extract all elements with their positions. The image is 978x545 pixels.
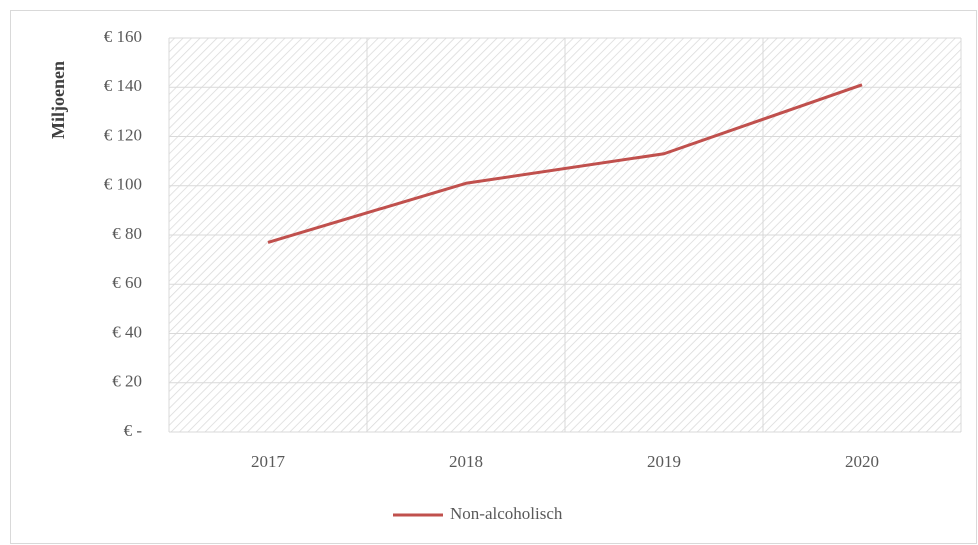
x-tick-label: 2018: [449, 452, 483, 471]
y-tick-label: € -: [124, 421, 143, 440]
y-tick-label: € 120: [104, 125, 142, 144]
y-tick-label: € 140: [104, 76, 142, 95]
y-tick-label: € 60: [112, 273, 142, 292]
x-tick-label: 2019: [647, 452, 681, 471]
legend-label: Non-alcoholisch: [450, 504, 563, 523]
y-tick-label: € 80: [112, 224, 142, 243]
y-tick-label: € 160: [104, 27, 142, 46]
x-tick-label: 2020: [845, 452, 879, 471]
x-tick-label: 2017: [251, 452, 286, 471]
y-tick-label: € 100: [104, 175, 142, 194]
y-tick-label: € 20: [112, 372, 142, 391]
y-axis-label: Miljoenen: [48, 61, 68, 139]
data-line: [267, 83, 863, 244]
y-tick-label: € 40: [112, 322, 142, 341]
